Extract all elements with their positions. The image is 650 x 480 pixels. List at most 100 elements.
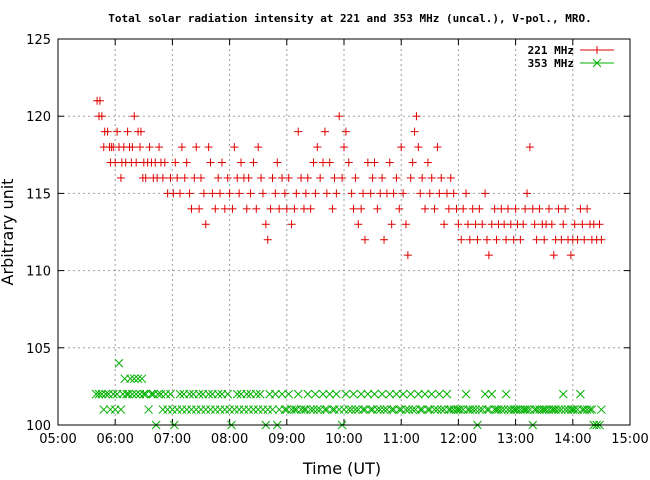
data-point	[566, 405, 576, 414]
data-point	[316, 173, 325, 182]
data-point	[597, 235, 606, 244]
data-point	[280, 189, 289, 198]
data-point	[475, 204, 484, 213]
data-point	[415, 405, 425, 414]
data-point	[404, 405, 414, 414]
data-point	[378, 173, 387, 182]
data-point	[171, 158, 180, 167]
data-point	[131, 389, 141, 399]
data-point	[557, 405, 566, 414]
x-tick-label: 13:00	[497, 432, 534, 447]
data-point	[99, 405, 109, 414]
data-point	[258, 189, 267, 198]
y-axis-ticks: 100 105 110 115 120 125	[26, 33, 630, 434]
data-point	[518, 405, 528, 414]
data-point	[301, 189, 310, 198]
data-point	[370, 389, 379, 399]
data-point	[271, 389, 280, 399]
data-point	[440, 220, 449, 229]
data-point	[427, 173, 436, 182]
data-point	[235, 189, 244, 198]
data-point	[359, 189, 368, 198]
data-point	[199, 189, 208, 198]
data-point	[549, 405, 559, 414]
data-point	[434, 389, 444, 399]
data-point	[237, 158, 246, 167]
data-point	[147, 389, 156, 399]
data-point	[123, 127, 132, 136]
data-point	[277, 389, 287, 399]
x-axis-label: Time (UT)	[302, 459, 381, 478]
data-point	[385, 158, 394, 167]
data-point	[387, 220, 396, 229]
data-point	[309, 405, 318, 414]
data-point	[294, 127, 303, 136]
data-point	[204, 389, 213, 399]
data-point	[427, 389, 437, 399]
data-point	[268, 405, 277, 414]
data-point	[291, 405, 301, 414]
data-point	[539, 405, 549, 414]
data-point	[242, 389, 252, 399]
data-point	[128, 143, 137, 152]
data-point	[293, 389, 303, 399]
x-tick-label: 12:00	[440, 432, 477, 447]
data-point	[587, 405, 597, 414]
data-point	[387, 405, 397, 414]
x-axis-ticks: 05:00 06:00 07:00 08:00 09:00 10:00 11:00 12:00…	[39, 39, 649, 447]
data-point	[468, 405, 478, 414]
data-point	[311, 189, 320, 198]
data-point	[339, 405, 349, 414]
data-point	[290, 405, 299, 414]
data-point	[168, 405, 177, 414]
x-tick-label: 11:00	[382, 432, 419, 447]
data-point	[263, 405, 273, 414]
data-point	[128, 389, 137, 399]
data-point	[103, 127, 112, 136]
data-point	[228, 204, 237, 213]
data-point	[509, 235, 518, 244]
data-point	[158, 405, 168, 414]
data-point	[366, 405, 376, 414]
data-point	[280, 405, 290, 414]
data-point	[349, 389, 358, 399]
data-point	[537, 405, 547, 414]
data-point	[185, 389, 194, 399]
data-point	[246, 189, 255, 198]
data-point	[576, 204, 585, 213]
data-point	[194, 389, 204, 399]
data-point	[368, 173, 377, 182]
data-point	[396, 405, 406, 414]
data-point	[425, 405, 435, 414]
data-point	[570, 405, 580, 414]
data-point	[318, 389, 328, 399]
data-point	[471, 220, 480, 229]
legend-item: 353 MHz	[528, 57, 614, 70]
data-point	[395, 204, 404, 213]
data-point	[521, 204, 530, 213]
data-point	[509, 405, 519, 414]
data-point	[523, 189, 532, 198]
data-point	[217, 158, 226, 167]
data-point	[197, 173, 205, 182]
data-point	[347, 405, 356, 414]
data-point	[284, 389, 294, 399]
data-point	[490, 405, 499, 414]
data-point	[313, 143, 322, 152]
data-point	[511, 204, 520, 213]
data-point	[385, 389, 395, 399]
data-point	[444, 405, 454, 414]
data-point	[354, 220, 363, 229]
data-point	[344, 405, 354, 414]
data-point	[535, 204, 544, 213]
data-point	[471, 405, 480, 414]
y-tick-label: 120	[26, 110, 51, 125]
data-point	[195, 204, 204, 213]
data-point	[490, 204, 499, 213]
data-point	[351, 173, 360, 182]
data-point	[406, 389, 416, 399]
data-point	[463, 405, 473, 414]
data-point	[392, 173, 401, 182]
data-point	[559, 220, 568, 229]
